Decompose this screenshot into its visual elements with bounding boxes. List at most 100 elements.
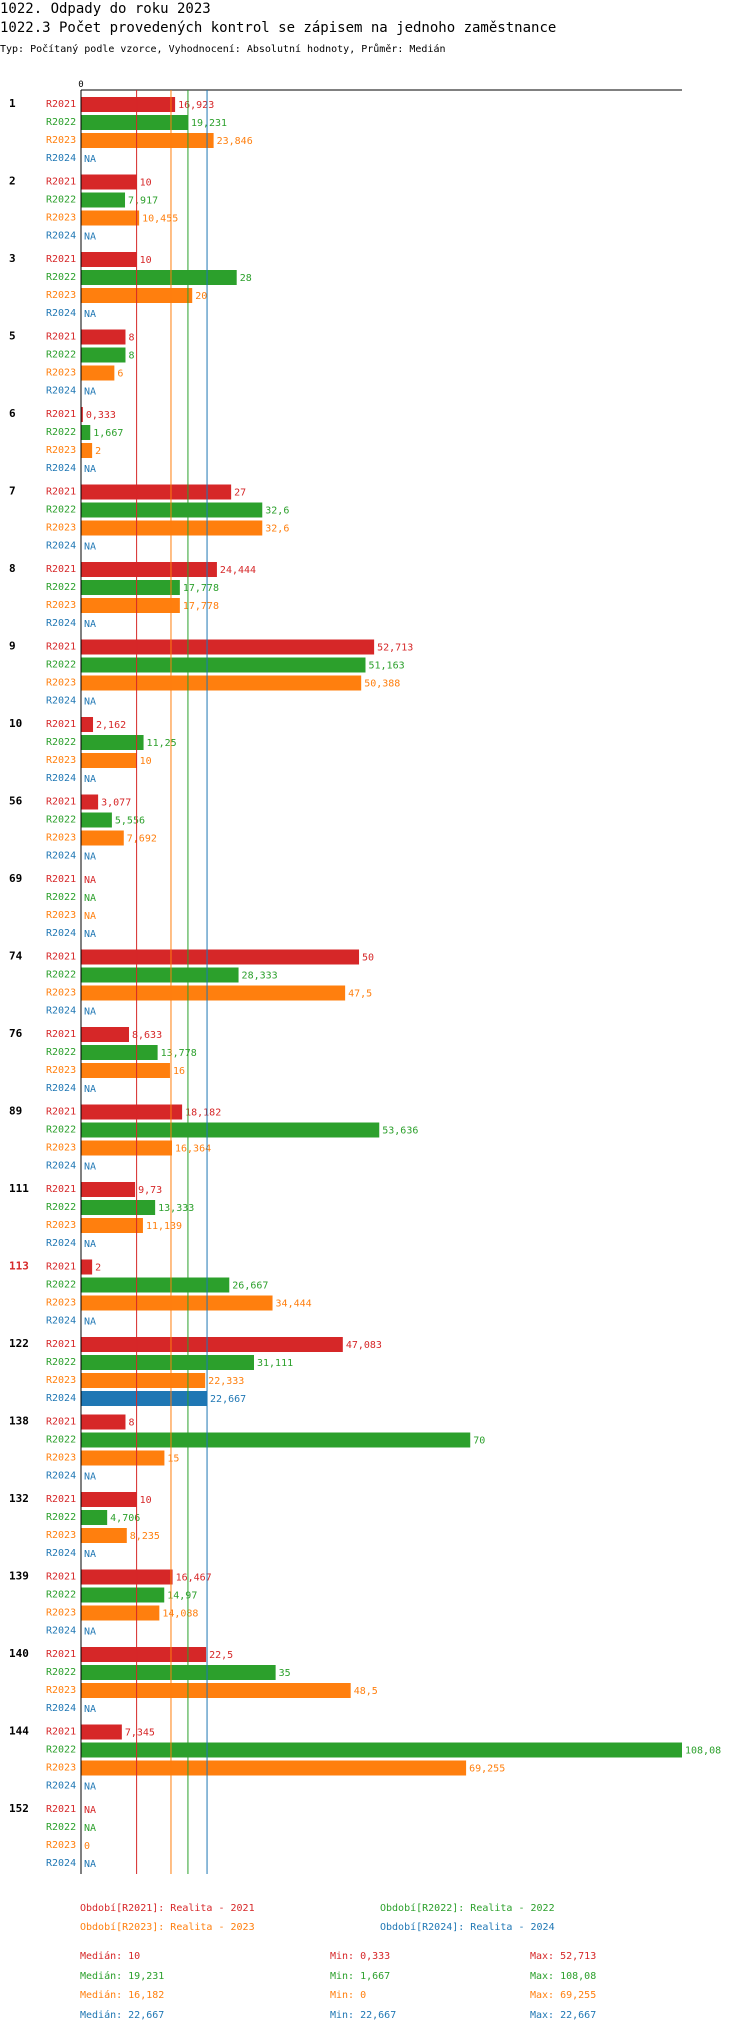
series-label: R2023 bbox=[46, 290, 76, 301]
bar bbox=[81, 1104, 183, 1120]
series-label: R2022 bbox=[46, 427, 76, 438]
bar bbox=[81, 210, 140, 226]
data-label: 7,345 bbox=[125, 1728, 155, 1739]
data-label: 2 bbox=[95, 446, 101, 457]
data-label: NA bbox=[84, 1782, 96, 1793]
series-label: R2024 bbox=[46, 1083, 76, 1094]
data-label: 15 bbox=[167, 1454, 179, 1465]
data-label: 52,713 bbox=[377, 643, 413, 654]
series-label: R2021 bbox=[46, 1572, 76, 1583]
data-label: 11,25 bbox=[147, 738, 177, 749]
data-label: 10,455 bbox=[142, 214, 178, 225]
bar bbox=[81, 1528, 127, 1543]
bar bbox=[81, 1683, 351, 1698]
data-label: NA bbox=[84, 1007, 96, 1018]
category-label: 69 bbox=[9, 872, 22, 885]
bar bbox=[81, 484, 232, 500]
series-label: R2023 bbox=[46, 1530, 76, 1541]
bar bbox=[81, 1277, 230, 1293]
series-label: R2024 bbox=[46, 1238, 76, 1249]
category-label: 9 bbox=[9, 640, 16, 653]
series-label: R2023 bbox=[46, 1143, 76, 1154]
data-label: 32,6 bbox=[265, 506, 289, 517]
stat-min: Min: 1,667 bbox=[330, 1970, 391, 1982]
stat-max: Max: 22,667 bbox=[530, 2009, 597, 2021]
series-label: R2023 bbox=[46, 678, 76, 689]
bar bbox=[81, 1587, 165, 1603]
data-label: 18,182 bbox=[185, 1108, 221, 1119]
series-label: R2024 bbox=[46, 773, 76, 784]
series-label: R2024 bbox=[46, 1626, 76, 1637]
category-label: 74 bbox=[9, 950, 23, 963]
bar bbox=[81, 735, 144, 750]
data-label: 7,917 bbox=[128, 196, 158, 207]
bar bbox=[81, 365, 115, 381]
bar bbox=[81, 1027, 130, 1042]
category-label: 138 bbox=[9, 1415, 29, 1428]
series-label: R2021 bbox=[46, 409, 76, 420]
series-label: R2023 bbox=[46, 523, 76, 534]
series-label: R2023 bbox=[46, 755, 76, 766]
data-label: 8 bbox=[128, 351, 134, 362]
series-label: R2024 bbox=[46, 463, 76, 474]
data-label: NA bbox=[84, 697, 96, 708]
data-label: NA bbox=[84, 1627, 96, 1638]
data-label: NA bbox=[84, 387, 96, 398]
bar bbox=[81, 1391, 208, 1406]
data-label: 10 bbox=[140, 178, 152, 189]
series-label: R2022 bbox=[46, 1822, 76, 1833]
data-label: NA bbox=[84, 309, 96, 320]
category-label: 111 bbox=[9, 1182, 29, 1195]
category-label: 2 bbox=[9, 175, 16, 188]
category-label: 122 bbox=[9, 1337, 29, 1350]
category-label: 89 bbox=[9, 1105, 22, 1118]
series-label: R2024 bbox=[46, 231, 76, 242]
bar bbox=[81, 657, 366, 673]
bar bbox=[81, 174, 137, 190]
data-label: 50,388 bbox=[364, 679, 400, 690]
bar bbox=[81, 949, 360, 965]
data-label: 2 bbox=[95, 1263, 101, 1274]
data-label: 32,6 bbox=[265, 524, 289, 535]
data-label: 50 bbox=[362, 953, 374, 964]
bar bbox=[81, 1295, 273, 1311]
bar bbox=[81, 1450, 165, 1466]
category-label: 6 bbox=[9, 407, 16, 420]
series-label: R2023 bbox=[46, 1453, 76, 1464]
bar bbox=[81, 1200, 156, 1215]
data-label: NA bbox=[84, 232, 96, 243]
series-label: R2024 bbox=[46, 618, 76, 629]
series-label: R2023 bbox=[46, 213, 76, 224]
data-label: 48,5 bbox=[354, 1686, 378, 1697]
bar bbox=[81, 1605, 160, 1621]
category-label: 152 bbox=[9, 1802, 29, 1815]
data-label: 27 bbox=[234, 488, 246, 499]
data-label: 17,778 bbox=[183, 583, 219, 594]
series-label: R2024 bbox=[46, 1393, 76, 1404]
series-label: R2021 bbox=[46, 177, 76, 188]
bar bbox=[81, 192, 126, 208]
data-label: NA bbox=[84, 619, 96, 630]
series-label: R2022 bbox=[46, 1512, 76, 1523]
bar bbox=[81, 425, 91, 440]
category-label: 76 bbox=[9, 1027, 23, 1040]
bar bbox=[81, 252, 137, 267]
series-label: R2023 bbox=[46, 1220, 76, 1231]
bar bbox=[81, 717, 94, 732]
series-label: R2021 bbox=[46, 874, 76, 885]
bar bbox=[81, 502, 263, 518]
data-label: 47,083 bbox=[346, 1340, 382, 1351]
bar bbox=[81, 329, 126, 345]
series-label: R2023 bbox=[46, 988, 76, 999]
data-label: 7,692 bbox=[127, 834, 157, 845]
data-label: 19,231 bbox=[191, 118, 227, 129]
chart-title: 1022. Odpady do roku 2023 bbox=[0, 1, 211, 17]
bar bbox=[81, 639, 375, 655]
bar bbox=[81, 562, 217, 577]
series-label: R2021 bbox=[46, 1417, 76, 1428]
series-label: R2022 bbox=[46, 1590, 76, 1601]
series-label: R2022 bbox=[46, 1667, 76, 1678]
series-label: R2022 bbox=[46, 970, 76, 981]
bar bbox=[81, 1492, 137, 1507]
bar bbox=[81, 1140, 172, 1156]
